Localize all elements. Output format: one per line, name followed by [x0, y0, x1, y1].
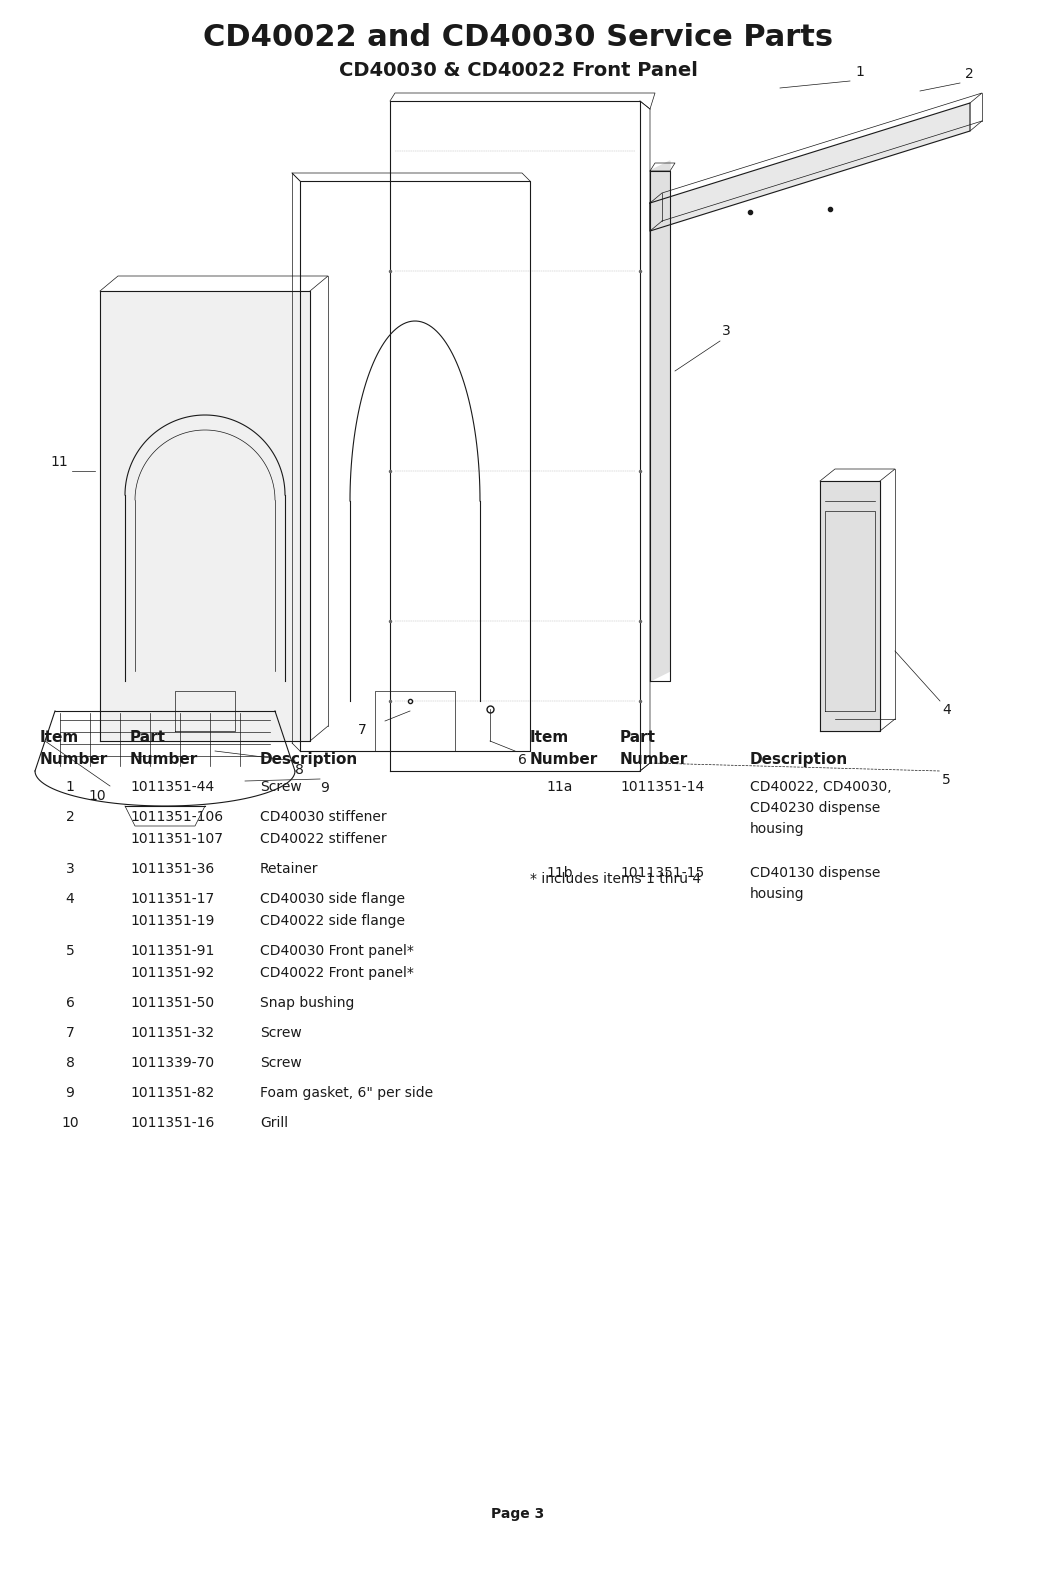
Text: 9: 9 — [65, 1086, 75, 1100]
Text: 1011351-50: 1011351-50 — [130, 996, 214, 1010]
Text: 4: 4 — [942, 702, 951, 716]
Text: 1011351-92: 1011351-92 — [130, 966, 215, 980]
Text: 3: 3 — [722, 324, 731, 338]
Text: 7: 7 — [358, 723, 367, 737]
Text: Description: Description — [260, 753, 358, 767]
Text: CD40022, CD40030,: CD40022, CD40030, — [750, 779, 892, 793]
Text: CD40030 & CD40022 Front Panel: CD40030 & CD40022 Front Panel — [338, 61, 698, 80]
Text: Retainer: Retainer — [260, 862, 318, 877]
Text: CD40030 Front panel*: CD40030 Front panel* — [260, 944, 414, 958]
Text: 5: 5 — [65, 944, 75, 958]
Text: Snap bushing: Snap bushing — [260, 996, 355, 1010]
Text: Item: Item — [530, 731, 569, 745]
Text: 4: 4 — [65, 892, 75, 906]
Text: 1011339-70: 1011339-70 — [130, 1056, 214, 1070]
Text: CD40022 side flange: CD40022 side flange — [260, 914, 405, 928]
Text: CD40030 stiffener: CD40030 stiffener — [260, 811, 387, 825]
Text: Part: Part — [130, 731, 166, 745]
Text: 8: 8 — [65, 1056, 75, 1070]
Text: Grill: Grill — [260, 1115, 288, 1130]
Text: 1011351-44: 1011351-44 — [130, 779, 214, 793]
Text: 11: 11 — [50, 456, 67, 470]
Text: 1011351-36: 1011351-36 — [130, 862, 215, 877]
Text: housing: housing — [750, 888, 805, 900]
Text: 1011351-32: 1011351-32 — [130, 1026, 214, 1040]
Polygon shape — [650, 160, 670, 680]
Text: CD40130 dispense: CD40130 dispense — [750, 866, 880, 880]
Text: Page 3: Page 3 — [492, 1507, 544, 1521]
Text: 2: 2 — [65, 811, 75, 825]
Text: 10: 10 — [61, 1115, 79, 1130]
Text: Item: Item — [40, 731, 79, 745]
Polygon shape — [100, 291, 310, 742]
Text: CD40230 dispense: CD40230 dispense — [750, 801, 880, 815]
Text: Screw: Screw — [260, 779, 302, 793]
Polygon shape — [820, 481, 880, 731]
Text: 1011351-14: 1011351-14 — [620, 779, 704, 793]
Text: Description: Description — [750, 753, 848, 767]
Text: 6: 6 — [65, 996, 75, 1010]
Text: 1011351-107: 1011351-107 — [130, 833, 223, 847]
Text: Part: Part — [620, 731, 656, 745]
Text: Screw: Screw — [260, 1026, 302, 1040]
Text: 1011351-17: 1011351-17 — [130, 892, 215, 906]
Text: 2: 2 — [965, 68, 974, 82]
Text: CD40030 side flange: CD40030 side flange — [260, 892, 405, 906]
Text: CD40022 Front panel*: CD40022 Front panel* — [260, 966, 414, 980]
Text: 10: 10 — [88, 789, 106, 803]
Text: CD40022 and CD40030 Service Parts: CD40022 and CD40030 Service Parts — [203, 24, 833, 52]
Text: * includes items 1 thru 4: * includes items 1 thru 4 — [530, 872, 701, 886]
Text: 1011351-106: 1011351-106 — [130, 811, 223, 825]
Text: 7: 7 — [65, 1026, 75, 1040]
Text: housing: housing — [750, 822, 805, 836]
Text: 6: 6 — [518, 753, 527, 767]
Text: 11b: 11b — [546, 866, 573, 880]
Text: 1: 1 — [65, 779, 75, 793]
Text: 8: 8 — [295, 764, 304, 778]
Text: 5: 5 — [942, 773, 951, 787]
Polygon shape — [650, 104, 970, 231]
Text: 11a: 11a — [546, 779, 573, 793]
Text: 1011351-15: 1011351-15 — [620, 866, 704, 880]
Text: 1011351-19: 1011351-19 — [130, 914, 215, 928]
Text: 1011351-91: 1011351-91 — [130, 944, 215, 958]
Text: 1011351-82: 1011351-82 — [130, 1086, 215, 1100]
Text: Foam gasket, 6" per side: Foam gasket, 6" per side — [260, 1086, 433, 1100]
Text: 3: 3 — [65, 862, 75, 877]
Text: 9: 9 — [320, 781, 329, 795]
Text: 1: 1 — [854, 64, 864, 79]
Text: Number: Number — [130, 753, 198, 767]
Text: Number: Number — [530, 753, 598, 767]
Text: CD40022 stiffener: CD40022 stiffener — [260, 833, 387, 847]
Text: Number: Number — [40, 753, 108, 767]
Text: Screw: Screw — [260, 1056, 302, 1070]
Text: 1011351-16: 1011351-16 — [130, 1115, 215, 1130]
Text: Number: Number — [620, 753, 689, 767]
